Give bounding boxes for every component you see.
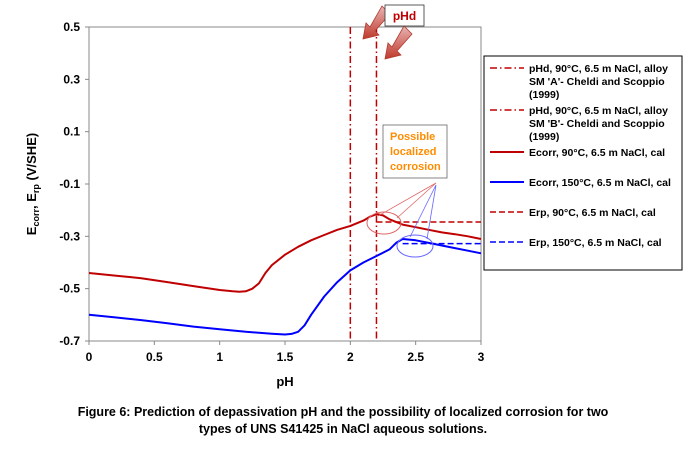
y-tick-labels: 0.5 0.3 0.1 -0.1 -0.3 -0.5 -0.7	[59, 20, 80, 348]
localized-corrosion-ellipse-red	[366, 211, 402, 235]
phd-arrow-right	[384, 25, 413, 60]
x-tick-label: 3	[478, 350, 485, 364]
legend-box	[483, 55, 683, 271]
legend-entry-1: pHd, 90°C, 6.5 m NaCl, alloy SM 'B'- Chel…	[529, 105, 668, 143]
y-tick-label: -0.5	[59, 282, 80, 296]
legend-entry-2: Ecorr, 90°C, 6.5 m NaCl, cal	[529, 147, 665, 159]
caption-line-1: Figure 6: Prediction of depassivation pH…	[77, 405, 609, 419]
y-tick-label: 0.3	[63, 72, 80, 86]
chart: 0.50.30.1-0.1-0.3-0.5-0.7 0 0.5 1 1.5 2 2.5 3 …	[24, 4, 683, 389]
legend-entry-0: pHd, 90°C, 6.5 m NaCl, alloy SM 'A'- Chel…	[529, 63, 668, 101]
axis-ticks	[85, 26, 482, 345]
x-tick-label: 0.5	[146, 350, 163, 364]
x-tick-label: 0	[86, 350, 93, 364]
series-layer	[88, 27, 482, 341]
legend-entry-5: Erp, 150°C, 6.5 m NaCl, cal	[529, 237, 662, 249]
y-tick-label: 0.5	[63, 20, 80, 34]
series-ecorr-line-2	[88, 213, 482, 293]
legend-entry-3: Ecorr, 150°C, 6.5 m NaCl, cal	[529, 177, 671, 189]
localized-corrosion-ellipse-blue	[396, 234, 434, 258]
x-tick-label: 2.5	[407, 350, 424, 364]
legend: pHd, 90°C, 6.5 m NaCl, alloy SM 'A'- Chel…	[490, 63, 671, 249]
localized-corrosion-label: Possible localized corrosion	[390, 131, 441, 173]
localized-corrosion-box	[382, 124, 448, 179]
series-ecorr-line-3	[88, 238, 482, 336]
x-tick-label: 2	[347, 350, 354, 364]
y-tick-label: 0.1	[63, 125, 80, 139]
caption-line-2: types of UNS S41425 in NaCl aqueous solu…	[198, 422, 488, 436]
x-tick-labels: 0 0.5 1 1.5 2 2.5 3	[86, 350, 485, 364]
phd-label: pHd	[393, 9, 416, 23]
x-axis-title: pH	[276, 374, 293, 389]
y-tick-label: -0.7	[59, 334, 80, 348]
plot-area	[88, 26, 482, 342]
y-tick-label: -0.1	[59, 177, 80, 191]
legend-entry-4: Erp, 90°C, 6.5 m NaCl, cal	[529, 207, 656, 219]
phd-label-box	[384, 4, 425, 27]
figure-caption: Figure 6: Prediction of depassivation pH…	[0, 404, 686, 438]
callout-leader-red	[377, 182, 437, 219]
y-tick-label: -0.3	[59, 229, 80, 243]
callout-leader-blue	[409, 184, 437, 240]
y-axis-title: Ecorr, Erp (V/SHE)	[24, 133, 41, 235]
x-tick-label: 1	[216, 350, 223, 364]
x-tick-label: 1.5	[277, 350, 294, 364]
